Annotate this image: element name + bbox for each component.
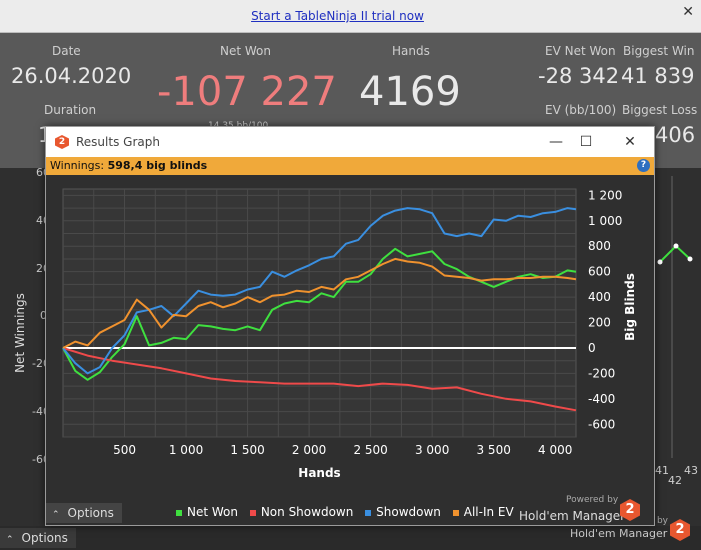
- x-tick-label: 4 000: [538, 443, 572, 457]
- bg-chart-point: [687, 256, 693, 262]
- legend-swatch: [249, 509, 256, 516]
- footer-brand-name: Hold'em Manager: [570, 527, 668, 540]
- date-label: Date: [52, 44, 81, 58]
- footer-options-button[interactable]: ⌃ Options: [0, 528, 76, 548]
- y-tick-label: 600: [588, 265, 611, 279]
- y-tick-label: 200: [588, 316, 611, 330]
- footer-options-label: Options: [21, 531, 68, 545]
- ev-bb-label: EV (bb/100): [545, 103, 617, 117]
- holdem-manager-logo-icon: 2: [670, 519, 690, 541]
- legend-swatch: [452, 509, 459, 516]
- legend-label: Net Won: [187, 505, 238, 519]
- trial-link[interactable]: Start a TableNinja II trial now: [251, 9, 424, 23]
- y-tick-label: 0: [588, 341, 596, 355]
- promo-banner: Start a TableNinja II trial now ✕: [0, 0, 701, 33]
- ev-net-won-label: EV Net Won: [545, 44, 616, 58]
- x-axis-title: Hands: [298, 466, 340, 480]
- series-line-all-in-ev: [62, 257, 577, 349]
- bg-x-tick: 41: [655, 464, 669, 477]
- dialog-brand-name: Hold'em Manager: [519, 509, 626, 523]
- winnings-value: 598,4 big blinds: [107, 159, 208, 172]
- results-chart: 1 200 1 000 800 600 400 200 0 -200 -400 -600 500 1 …: [62, 188, 637, 480]
- bg-x-tick: 42: [668, 474, 682, 487]
- winnings-summary: Winnings: 598,4 big blinds: [50, 159, 207, 172]
- y-tick-label: -600: [588, 417, 615, 431]
- x-tick-label: 500: [113, 443, 136, 457]
- y-tick-label: 800: [588, 239, 611, 253]
- biggest-win-value: 41 839: [621, 64, 695, 88]
- winnings-label: Winnings:: [50, 159, 105, 172]
- x-tick-label: 2 500: [353, 443, 387, 457]
- chevron-up-icon: ⌃: [6, 535, 14, 545]
- dialog-options-label: Options: [67, 506, 114, 520]
- dialog-logo-icon: 2: [620, 499, 640, 521]
- x-tick-label: 2 000: [292, 443, 326, 457]
- net-won-label: Net Won: [220, 44, 271, 58]
- footer-bar: ⌃ Options Hold'em Manager 2: [0, 519, 701, 550]
- minimize-icon[interactable]: —: [549, 134, 563, 150]
- app-logo-icon: 2: [55, 135, 69, 149]
- legend-label: Non Showdown: [260, 505, 354, 519]
- x-tick-label: 1 000: [169, 443, 203, 457]
- banner-close-icon[interactable]: ✕: [682, 4, 694, 20]
- results-plot-area: 1 200 1 000 800 600 400 200 0 -200 -400 -600 500 1 …: [46, 175, 654, 525]
- chevron-up-icon: ⌃: [52, 510, 60, 520]
- x-tick-label: 3 500: [476, 443, 510, 457]
- background-chart-svg: [657, 176, 693, 458]
- bg-y-axis-title: Net Winnings: [12, 293, 27, 373]
- results-graph-dialog: 2 Results Graph — ☐ ✕ Winnings: 598,4 bi…: [45, 126, 655, 526]
- y-tick-label: 1 200: [588, 188, 622, 202]
- net-won-value: -107 227: [157, 69, 337, 115]
- ev-net-won-value: -28 342: [538, 64, 620, 88]
- bg-y-tick: 0: [40, 309, 47, 322]
- dialog-options-button[interactable]: ⌃ Options: [46, 503, 122, 523]
- series-line-net-won: [62, 247, 577, 381]
- biggest-loss-value: 406: [655, 123, 696, 147]
- bg-x-tick: 43: [684, 464, 698, 477]
- biggest-win-label: Biggest Win: [623, 44, 695, 58]
- legend-all-in-ev[interactable]: All-In EV: [452, 505, 514, 519]
- hands-value: 4169: [359, 69, 461, 115]
- legend-label: All-In EV: [463, 505, 514, 519]
- legend-swatch: [176, 509, 182, 516]
- legend-net-won[interactable]: Net Won: [176, 505, 238, 519]
- legend-non-showdown[interactable]: Non Showdown: [249, 505, 354, 519]
- hands-label: Hands: [392, 44, 430, 58]
- duration-label: Duration: [44, 103, 97, 117]
- x-tick-label: 3 000: [415, 443, 449, 457]
- dialog-powered-by: Powered by: [566, 495, 619, 505]
- y-tick-label: -200: [588, 366, 615, 380]
- y-tick-label: 1 000: [588, 214, 622, 228]
- chart-legend: Net Won Non Showdown Showdown All-In EV: [176, 505, 522, 521]
- legend-label: Showdown: [376, 505, 441, 519]
- series-line-non-showdown: [62, 347, 577, 412]
- bg-chart-line: [659, 244, 691, 263]
- bg-chart-point: [657, 259, 663, 265]
- legend-showdown[interactable]: Showdown: [365, 505, 441, 519]
- winnings-bar: Winnings: 598,4 big blinds ?: [46, 157, 654, 175]
- y-tick-label: 400: [588, 290, 611, 304]
- legend-swatch: [365, 509, 372, 516]
- maximize-icon[interactable]: ☐: [579, 134, 593, 150]
- x-tick-label: 1 500: [230, 443, 264, 457]
- close-icon[interactable]: ✕: [624, 134, 636, 150]
- date-value: 26.04.2020: [11, 64, 132, 88]
- bg-chart-point: [673, 243, 679, 249]
- dialog-title: Results Graph: [76, 135, 160, 149]
- dialog-titlebar[interactable]: 2 Results Graph — ☐ ✕: [46, 127, 654, 157]
- help-icon[interactable]: ?: [637, 159, 650, 172]
- y-axis-title: Big Blinds: [623, 273, 637, 341]
- y-tick-label: -400: [588, 392, 615, 406]
- plot-background: [62, 188, 577, 438]
- biggest-loss-label: Biggest Loss: [622, 103, 698, 117]
